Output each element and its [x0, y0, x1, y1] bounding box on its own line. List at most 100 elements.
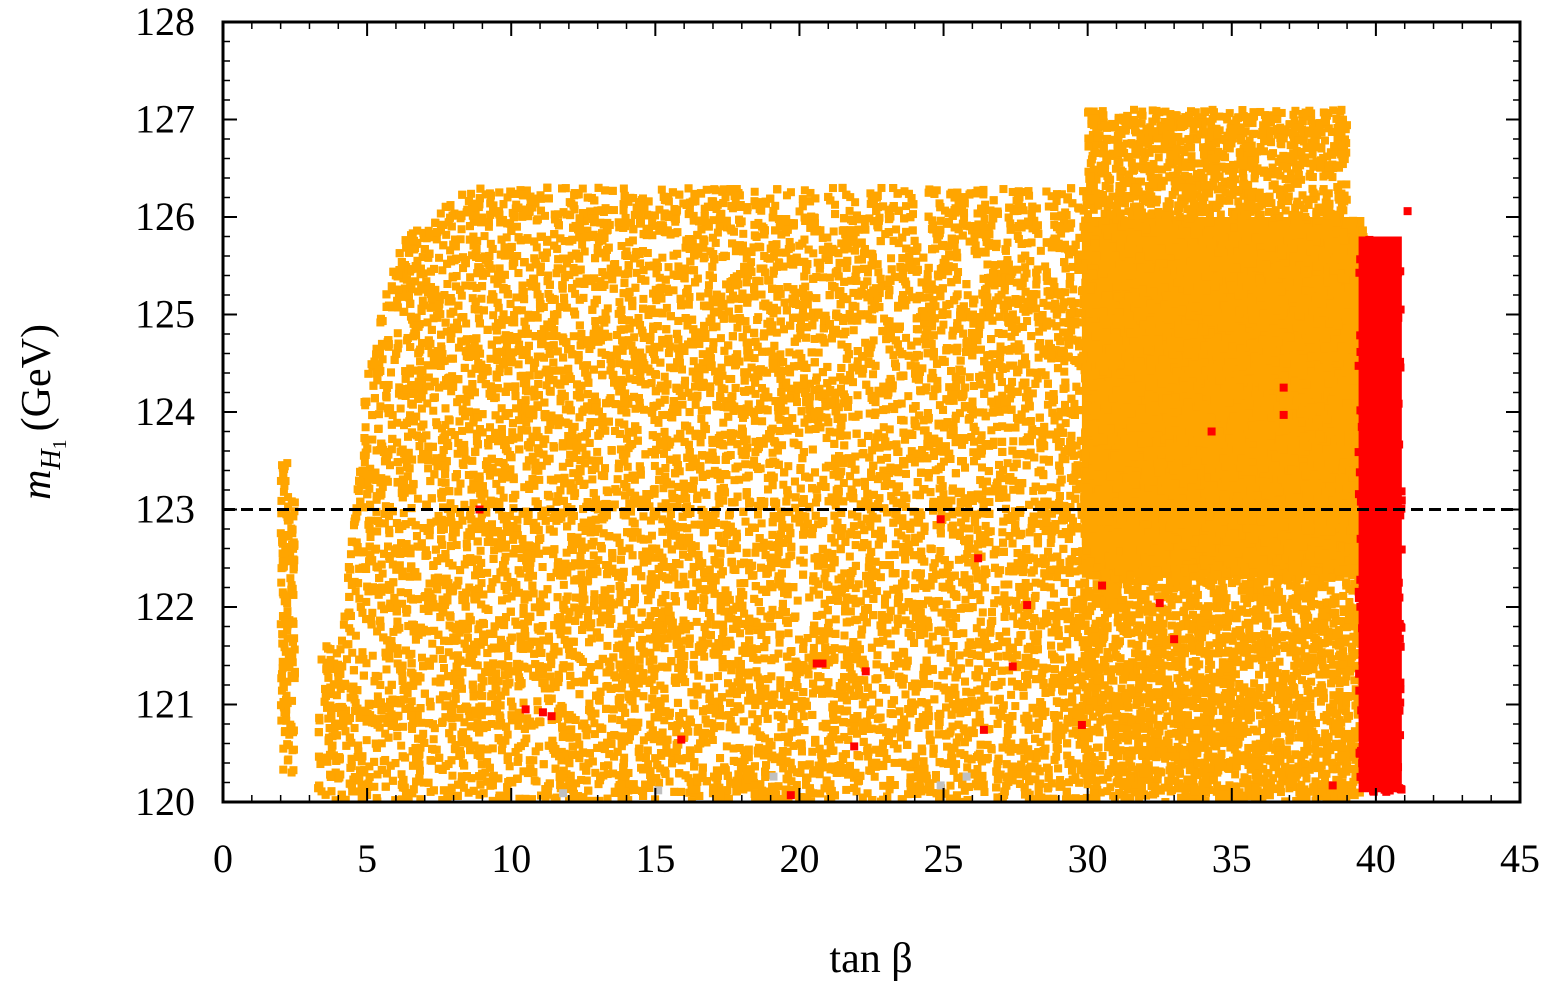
- data-point: [914, 723, 923, 732]
- data-point: [834, 575, 843, 584]
- data-point: [590, 730, 599, 739]
- data-point: [388, 560, 397, 569]
- data-point: [965, 539, 974, 548]
- data-point: [875, 289, 884, 298]
- data-point: [920, 526, 929, 535]
- data-point: [660, 372, 669, 381]
- data-point: [721, 252, 730, 261]
- data-point: [866, 189, 875, 198]
- data-point: [1039, 469, 1048, 478]
- data-point: [870, 438, 879, 447]
- data-point: [816, 789, 825, 798]
- data-point: [779, 480, 788, 489]
- data-point: [560, 273, 569, 282]
- data-point: [946, 610, 955, 619]
- data-point: [1005, 532, 1014, 541]
- data-point: [939, 457, 948, 466]
- data-point: [448, 561, 457, 570]
- data-point: [655, 273, 664, 282]
- data-point: [429, 654, 438, 663]
- data-point: [1059, 597, 1068, 606]
- data-point: [637, 275, 646, 284]
- data-point: [1071, 567, 1080, 576]
- data-point: [377, 339, 386, 348]
- data-point: [813, 493, 822, 502]
- data-point: [828, 184, 837, 193]
- data-point: [566, 771, 575, 780]
- data-point: [1053, 573, 1062, 582]
- data-point: [901, 469, 910, 478]
- data-point: [711, 186, 720, 195]
- data-point: [708, 233, 717, 242]
- data-point: [477, 683, 486, 692]
- data-point: [963, 648, 972, 657]
- data-point: [1055, 244, 1064, 253]
- data-point: [924, 779, 933, 788]
- data-point: [456, 705, 465, 714]
- data-point: [567, 725, 576, 734]
- data-point: [874, 268, 883, 277]
- data-point: [541, 435, 550, 444]
- data-point: [674, 580, 683, 589]
- data-point: [737, 678, 746, 687]
- data-point: [1021, 263, 1030, 272]
- data-point: [906, 620, 915, 629]
- data-point: [848, 412, 857, 421]
- data-point: [1041, 262, 1050, 271]
- data-point: [640, 405, 649, 414]
- data-point: [460, 718, 469, 727]
- data-point: [775, 284, 784, 293]
- data-point: [523, 426, 532, 435]
- data-point: [960, 213, 969, 222]
- data-point: [751, 389, 760, 398]
- data-point: [566, 479, 575, 488]
- data-point: [1002, 493, 1011, 502]
- data-point: [398, 722, 407, 731]
- data-point: [490, 546, 499, 555]
- data-point: [424, 253, 433, 262]
- data-point: [1076, 502, 1085, 511]
- data-point: [488, 772, 497, 781]
- data-point: [894, 239, 903, 248]
- data-point: [820, 574, 829, 583]
- data-point: [533, 313, 542, 322]
- data-point: [768, 448, 777, 457]
- data-point: [1040, 751, 1049, 760]
- data-point: [537, 340, 546, 349]
- data-point: [826, 742, 835, 751]
- data-point: [569, 332, 578, 341]
- data-point: [655, 467, 664, 476]
- data-point: [821, 483, 830, 492]
- data-point: [825, 273, 834, 282]
- data-point: [514, 416, 523, 425]
- data-point: [892, 225, 901, 234]
- data-point: [709, 724, 718, 733]
- data-point: [1056, 437, 1065, 446]
- data-point: [953, 253, 962, 262]
- data-point: [933, 681, 942, 690]
- data-point: [1069, 285, 1078, 294]
- data-point: [323, 757, 332, 766]
- data-point: [576, 552, 585, 561]
- data-point: [444, 637, 453, 646]
- data-point: [587, 619, 596, 628]
- data-point: [976, 685, 985, 694]
- data-point: [365, 516, 374, 525]
- data-point: [834, 388, 843, 397]
- data-point: [423, 399, 432, 408]
- data-point: [799, 530, 808, 539]
- data-point: [454, 520, 463, 529]
- data-point: [432, 235, 441, 244]
- data-point: [962, 344, 971, 353]
- data-point: [419, 778, 428, 787]
- data-point: [884, 291, 893, 300]
- data-point: [529, 756, 538, 765]
- data-point: [858, 700, 867, 709]
- data-point: [424, 448, 433, 457]
- data-point: [757, 206, 766, 215]
- data-point: [522, 734, 531, 743]
- data-point: [996, 342, 1005, 351]
- data-point: [849, 522, 858, 531]
- data-point: [698, 350, 707, 359]
- data-point: [873, 651, 882, 660]
